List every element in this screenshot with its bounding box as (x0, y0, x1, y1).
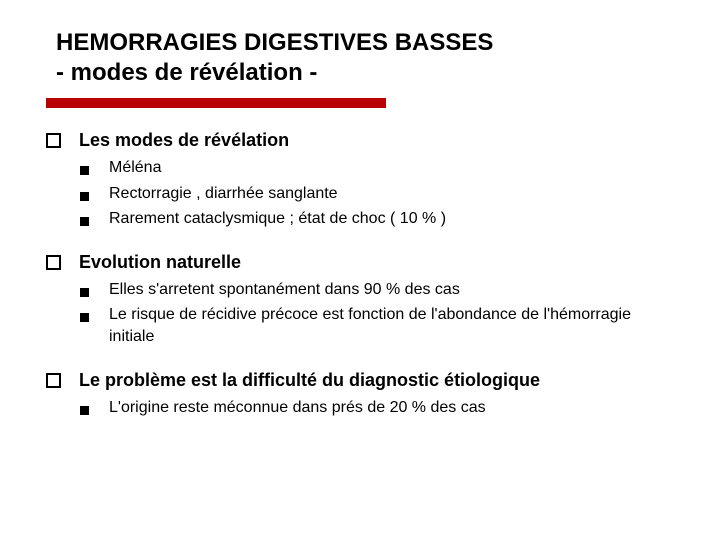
slide: HEMORRAGIES DIGESTIVES BASSES - modes de… (0, 0, 720, 540)
section-probleme: Le problème est la difficulté du diagnos… (46, 370, 674, 419)
list-item: Le risque de récidive précoce est foncti… (80, 304, 674, 347)
filled-square-icon (80, 166, 89, 175)
section-heading-row: Le problème est la difficulté du diagnos… (46, 370, 674, 391)
item-text: L'origine reste méconnue dans prés de 20… (109, 397, 486, 419)
filled-square-icon (80, 192, 89, 201)
section-heading-row: Evolution naturelle (46, 252, 674, 273)
accent-bar (46, 98, 386, 108)
hollow-square-icon (46, 133, 61, 148)
item-text: Rarement cataclysmique ; état de choc ( … (109, 208, 446, 230)
filled-square-icon (80, 313, 89, 322)
title-line-2: - modes de révélation - (56, 59, 317, 86)
section-evolution: Evolution naturelle Elles s'arretent spo… (46, 252, 674, 348)
section-heading: Le problème est la difficulté du diagnos… (79, 370, 540, 391)
item-text: Rectorragie , diarrhée sanglante (109, 183, 338, 205)
hollow-square-icon (46, 255, 61, 270)
list-item: Elles s'arretent spontanément dans 90 % … (80, 279, 674, 301)
section-heading: Les modes de révélation (79, 130, 289, 151)
item-text: Elles s'arretent spontanément dans 90 % … (109, 279, 460, 301)
list-item: L'origine reste méconnue dans prés de 20… (80, 397, 674, 419)
hollow-square-icon (46, 373, 61, 388)
section-heading: Evolution naturelle (79, 252, 241, 273)
title-line-1: HEMORRAGIES DIGESTIVES BASSES (56, 29, 493, 56)
filled-square-icon (80, 217, 89, 226)
item-text: Méléna (109, 157, 161, 179)
slide-title: HEMORRAGIES DIGESTIVES BASSES - modes de… (56, 28, 674, 88)
filled-square-icon (80, 288, 89, 297)
list-item: Rectorragie , diarrhée sanglante (80, 183, 674, 205)
section-heading-row: Les modes de révélation (46, 130, 674, 151)
section-modes: Les modes de révélation Méléna Rectorrag… (46, 130, 674, 230)
list-item: Rarement cataclysmique ; état de choc ( … (80, 208, 674, 230)
filled-square-icon (80, 406, 89, 415)
item-text: Le risque de récidive précoce est foncti… (109, 304, 674, 347)
list-item: Méléna (80, 157, 674, 179)
